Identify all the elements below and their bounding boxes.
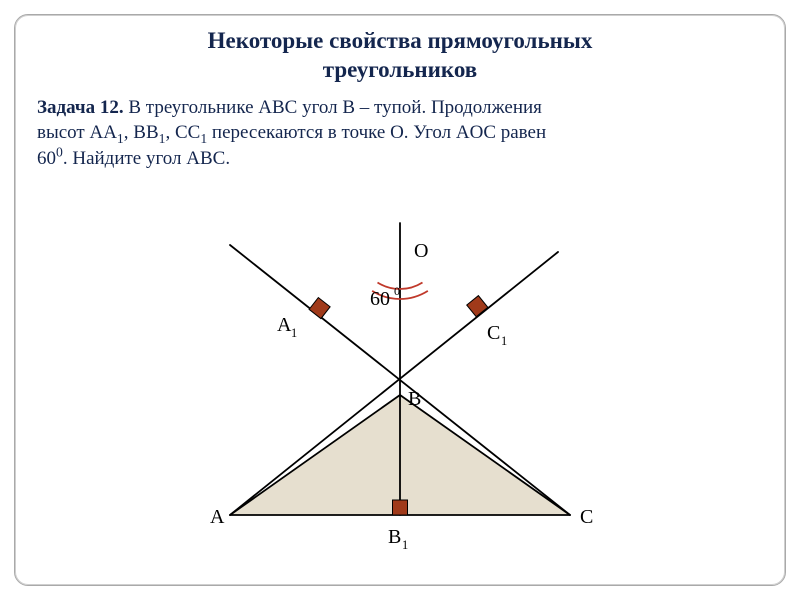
task-p3: , BB bbox=[124, 122, 159, 143]
task-p2: высот AA bbox=[37, 122, 117, 143]
svg-text:A: A bbox=[210, 506, 225, 528]
svg-text:1: 1 bbox=[291, 326, 297, 340]
task-p6: 60 bbox=[37, 148, 56, 169]
svg-text:1: 1 bbox=[402, 538, 408, 552]
diagram-container: 600ACBB1OA1C1 bbox=[15, 205, 785, 585]
title-line-2: треугольников bbox=[323, 57, 477, 82]
svg-text:60: 60 bbox=[370, 288, 390, 310]
svg-text:A: A bbox=[277, 314, 292, 336]
svg-text:C: C bbox=[487, 322, 500, 344]
geometry-diagram: 600ACBB1OA1C1 bbox=[170, 205, 630, 565]
task-s1: 1 bbox=[117, 131, 124, 146]
task-s4: 0 bbox=[56, 144, 63, 159]
svg-text:0: 0 bbox=[394, 284, 400, 298]
svg-text:B: B bbox=[388, 526, 401, 548]
task-p4: , CC bbox=[165, 122, 200, 143]
task-lead: Задача 12. bbox=[37, 97, 124, 118]
task-p1: В треугольнике ABC угол B – тупой. Продо… bbox=[124, 97, 542, 118]
svg-text:1: 1 bbox=[501, 334, 507, 348]
svg-text:C: C bbox=[580, 506, 593, 528]
task-p5: пересекаются в точке O. Угол AOC равен bbox=[207, 122, 546, 143]
slide-title: Некоторые свойства прямоугольных треугол… bbox=[37, 27, 763, 85]
task-p7: . Найдите угол ABC. bbox=[63, 148, 230, 169]
svg-text:O: O bbox=[414, 240, 428, 262]
title-line-1: Некоторые свойства прямоугольных bbox=[208, 28, 593, 53]
slide-card: Некоторые свойства прямоугольных треугол… bbox=[14, 14, 786, 586]
task-text: Задача 12. В треугольнике ABC угол B – т… bbox=[37, 95, 763, 172]
svg-text:B: B bbox=[408, 388, 421, 410]
